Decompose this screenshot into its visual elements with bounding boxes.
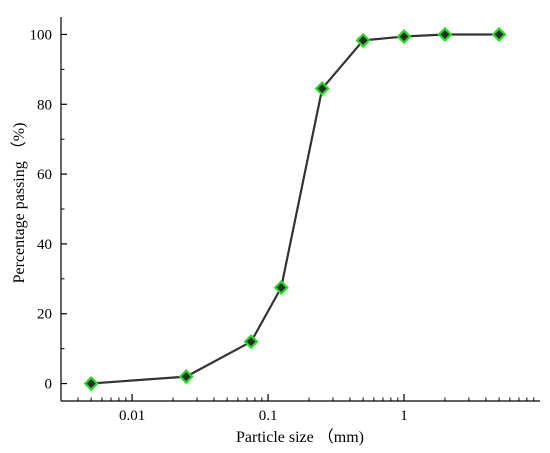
plot-frame	[60, 17, 540, 402]
x-tick-label: 0.01	[119, 408, 145, 424]
x-tick-label: 0.1	[259, 408, 278, 424]
y-tick-label: 20	[37, 307, 52, 323]
data-point-marker	[273, 279, 289, 296]
x-tick-label: 1	[400, 408, 408, 424]
x-axis-label: Particle size （mm)	[236, 428, 364, 446]
y-axis-ticks: 0 20 40 60 80 100	[30, 27, 67, 393]
x-axis-ticks: 0.01 0.1 1	[77, 394, 535, 424]
data-point-marker	[491, 26, 507, 43]
data-point-marker	[243, 334, 259, 350]
y-tick-label: 80	[37, 97, 52, 113]
y-tick-label: 0	[45, 377, 53, 393]
y-tick-label: 100	[30, 27, 53, 43]
y-axis-label: Percentage passing （%)	[10, 123, 28, 284]
data-point-marker	[355, 32, 371, 48]
data-point-marker	[83, 375, 99, 392]
y-tick-label: 40	[37, 237, 52, 253]
series-layer	[83, 26, 507, 392]
data-point-marker	[396, 28, 412, 45]
series-line	[91, 33, 500, 385]
y-tick-label: 60	[37, 167, 52, 183]
data-point-marker	[314, 81, 330, 97]
data-point-marker	[437, 26, 453, 43]
data-point-marker	[178, 369, 194, 385]
